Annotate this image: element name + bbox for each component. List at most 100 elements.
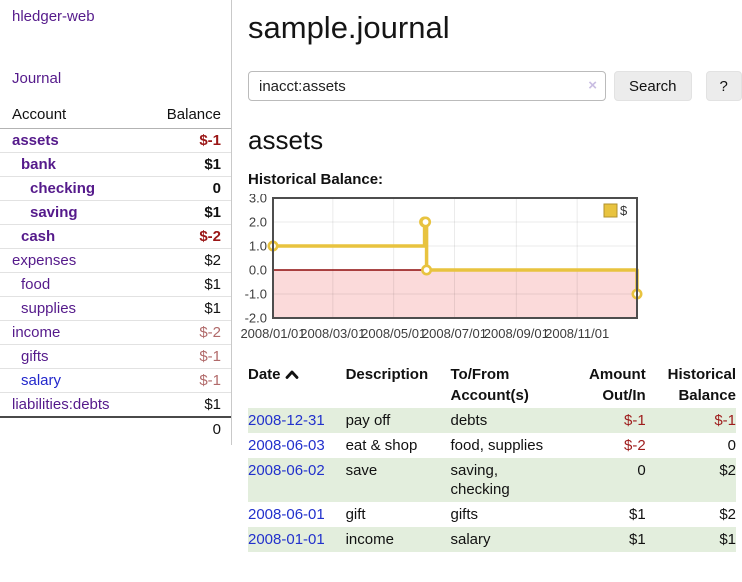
y-tick-label: 3.0 — [249, 194, 267, 206]
transaction-description: income — [345, 531, 394, 548]
account-balance: $-2 — [136, 224, 231, 249]
accounts-col-balance: Balance — [136, 103, 231, 129]
account-link-salary[interactable]: salary — [21, 372, 62, 389]
account-name-cell: expenses — [0, 248, 137, 273]
legend-label: $ — [620, 203, 628, 218]
transaction-date-cell: 2008-06-03 — [248, 433, 346, 458]
accounts-total-spacer — [0, 416, 137, 441]
account-row: checking 0 — [0, 176, 231, 201]
transaction-amount: $-1 — [624, 412, 646, 429]
transaction-description: pay off — [345, 412, 391, 429]
main-content: sample.journal × Search ? assets Histori… — [232, 0, 742, 552]
sidebar: hledger-web Journal Account Balance asse… — [0, 0, 232, 445]
x-tick-label: 2008/07/01 — [422, 326, 487, 341]
transaction-date-link[interactable]: 2008-06-01 — [248, 506, 325, 523]
search-input[interactable] — [248, 71, 606, 101]
account-balance: $-1 — [136, 344, 231, 369]
transaction-date-link[interactable]: 2008-06-03 — [248, 437, 325, 454]
register-col-date-label: Date — [248, 366, 281, 383]
account-link-liabilities-debts[interactable]: liabilities:debts — [12, 396, 110, 413]
y-tick-label: 0.0 — [249, 263, 267, 278]
account-link-bank[interactable]: bank — [21, 156, 57, 173]
transaction-date-cell: 2008-06-02 — [248, 458, 346, 502]
chart-title: Historical Balance: — [248, 171, 384, 188]
account-balance: $1 — [136, 152, 231, 177]
y-tick-label: 1.0 — [249, 239, 267, 254]
account-row: gifts $-1 — [0, 344, 231, 369]
search-input-wrapper: × — [248, 71, 606, 101]
account-name-cell: bank — [0, 152, 137, 177]
account-name-cell: food — [0, 272, 137, 297]
search-button[interactable]: Search — [614, 71, 692, 101]
transaction-accounts: debts — [450, 412, 488, 429]
search-help-button[interactable]: ? — [705, 71, 742, 101]
account-name-cell: gifts — [0, 344, 137, 369]
transaction-accounts: saving, checking — [450, 462, 510, 498]
account-balance: 0 — [136, 176, 231, 201]
app-brand-link[interactable]: hledger-web — [12, 8, 95, 25]
sidebar-item-journal[interactable]: Journal — [12, 70, 62, 87]
account-balance: $-2 — [136, 320, 231, 345]
register-col-description: Description — [345, 366, 429, 383]
page-title: sample.journal — [248, 10, 450, 45]
transaction-description: gift — [345, 506, 366, 523]
transaction-amount: $1 — [629, 506, 646, 523]
register-col-amount: Amount Out/In — [589, 366, 646, 404]
transaction-row: 2008-06-03 eat & shop food, supplies $-2 0 — [248, 433, 736, 458]
account-link-supplies[interactable]: supplies — [21, 300, 77, 317]
transaction-amount: 0 — [637, 462, 646, 479]
transaction-amount: $-2 — [624, 437, 646, 454]
account-name-cell: supplies — [0, 296, 137, 321]
account-balance: $1 — [136, 392, 231, 417]
account-row: bank $1 — [0, 152, 231, 177]
transaction-date-cell: 2008-12-31 — [248, 408, 346, 433]
transaction-date-link[interactable]: 2008-06-02 — [248, 462, 325, 479]
account-link-gifts[interactable]: gifts — [21, 348, 49, 365]
account-name-cell: income — [0, 320, 137, 345]
register-header-row: Date Description To/From Account(s) Amou… — [248, 362, 736, 408]
account-row: assets $-1 — [0, 129, 231, 153]
legend-swatch — [603, 203, 618, 218]
account-name-cell: salary — [0, 368, 137, 393]
y-tick-label: -1.0 — [245, 287, 267, 302]
y-tick-label: 2.0 — [249, 215, 267, 230]
account-name-cell: assets — [0, 129, 136, 153]
historical-balance-chart: $3.0 2.0 1.0 0.0 -1.0 -2.0 2008/01/01 2008/03/0… — [240, 191, 736, 350]
transaction-row: 2008-12-31 pay off debts $-1 $-1 — [248, 408, 736, 433]
account-link-food[interactable]: food — [21, 276, 51, 293]
transaction-balance: $-1 — [714, 412, 736, 429]
transaction-date-cell: 2008-01-01 — [248, 527, 346, 552]
account-balance: $2 — [136, 248, 231, 273]
account-link-assets[interactable]: assets — [12, 132, 59, 149]
transaction-balance: $2 — [719, 462, 736, 479]
account-row: income $-2 — [0, 320, 231, 345]
account-link-saving[interactable]: saving — [30, 204, 78, 221]
accounts-total-balance: 0 — [136, 416, 231, 441]
account-row: saving $1 — [0, 200, 231, 225]
account-balance: $-1 — [136, 368, 231, 393]
accounts-header-row: Account Balance — [0, 103, 231, 129]
account-row: salary $-1 — [0, 368, 231, 393]
x-tick-label: 2008/03/01 — [300, 326, 365, 341]
account-row: expenses $2 — [0, 248, 231, 273]
transaction-description: save — [345, 462, 378, 479]
transaction-balance: $1 — [719, 531, 736, 548]
account-link-income[interactable]: income — [12, 324, 61, 341]
account-link-cash[interactable]: cash — [21, 228, 56, 245]
transaction-date-link[interactable]: 2008-01-01 — [248, 531, 325, 548]
clear-search-icon[interactable]: × — [588, 77, 597, 94]
transaction-balance: 0 — [727, 437, 736, 454]
transaction-date-link[interactable]: 2008-12-31 — [248, 412, 325, 429]
account-link-checking[interactable]: checking — [30, 180, 96, 197]
transaction-row: 2008-06-01 gift gifts $1 $2 — [248, 502, 736, 527]
register-col-balance: Historical Balance — [667, 366, 736, 404]
account-name-cell: saving — [0, 200, 137, 225]
account-row: liabilities:debts $1 — [0, 392, 231, 417]
account-balance: $1 — [136, 272, 231, 297]
account-link-expenses[interactable]: expenses — [12, 252, 77, 269]
transaction-accounts: gifts — [450, 506, 479, 523]
register-col-date[interactable]: Date — [248, 362, 346, 408]
accounts-col-account: Account — [0, 103, 137, 129]
account-balance: $1 — [136, 296, 231, 321]
account-name-cell: checking — [0, 176, 137, 201]
